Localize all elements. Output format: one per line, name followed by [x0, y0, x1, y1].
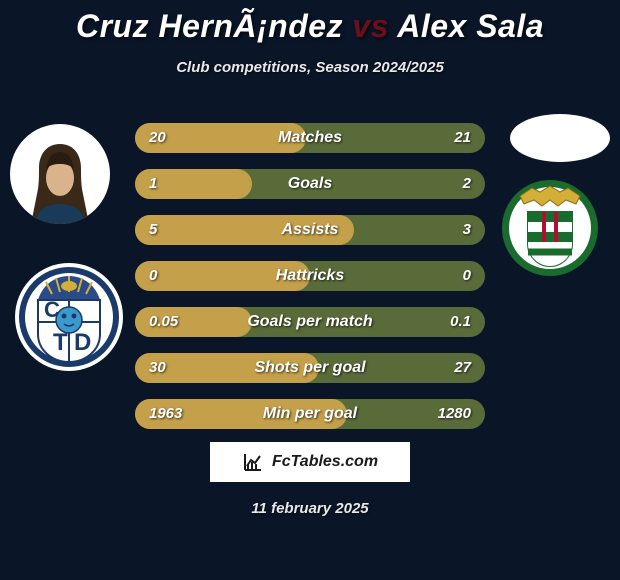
stat-label: Goals per match [135, 307, 485, 337]
player1-name: Cruz HernÃ¡ndez [76, 8, 343, 44]
stat-row: 5 Assists 3 [135, 215, 485, 245]
branding-text: FcTables.com [272, 453, 378, 471]
stat-value-right: 1280 [438, 399, 471, 429]
svg-text:T: T [53, 329, 68, 356]
chart-icon [242, 451, 264, 473]
stat-row: 1 Goals 2 [135, 169, 485, 199]
player1-club-badge: T D C [14, 262, 124, 372]
stat-label: Matches [135, 123, 485, 153]
stat-label: Assists [135, 215, 485, 245]
comparison-title: Cruz HernÃ¡ndez vs Alex Sala [0, 0, 620, 45]
player2-club-badge [500, 178, 600, 278]
stat-row: 0.05 Goals per match 0.1 [135, 307, 485, 337]
stat-row: 30 Shots per goal 27 [135, 353, 485, 383]
stat-value-right: 3 [463, 215, 471, 245]
stat-label: Shots per goal [135, 353, 485, 383]
stat-value-right: 21 [454, 123, 471, 153]
stat-row: 20 Matches 21 [135, 123, 485, 153]
player-silhouette-icon [17, 134, 103, 224]
subtitle: Club competitions, Season 2024/2025 [0, 59, 620, 76]
svg-text:C: C [44, 297, 60, 322]
player1-avatar [10, 124, 110, 224]
club-badge-icon: T D C [14, 262, 124, 372]
date-text: 11 february 2025 [0, 500, 620, 517]
stat-row: 1963 Min per goal 1280 [135, 399, 485, 429]
branding-box: FcTables.com [210, 442, 410, 482]
stat-value-right: 27 [454, 353, 471, 383]
club-badge-icon [500, 178, 600, 278]
stat-label: Min per goal [135, 399, 485, 429]
svg-text:D: D [74, 329, 91, 356]
player2-avatar [510, 114, 610, 162]
player2-name: Alex Sala [397, 8, 544, 44]
stat-value-right: 0.1 [450, 307, 471, 337]
stat-value-right: 2 [463, 169, 471, 199]
stats-container: 20 Matches 21 1 Goals 2 5 Assists 3 0 Ha… [135, 123, 485, 445]
stat-value-right: 0 [463, 261, 471, 291]
stat-label: Goals [135, 169, 485, 199]
stat-row: 0 Hattricks 0 [135, 261, 485, 291]
stat-label: Hattricks [135, 261, 485, 291]
vs-separator: vs [352, 8, 389, 44]
